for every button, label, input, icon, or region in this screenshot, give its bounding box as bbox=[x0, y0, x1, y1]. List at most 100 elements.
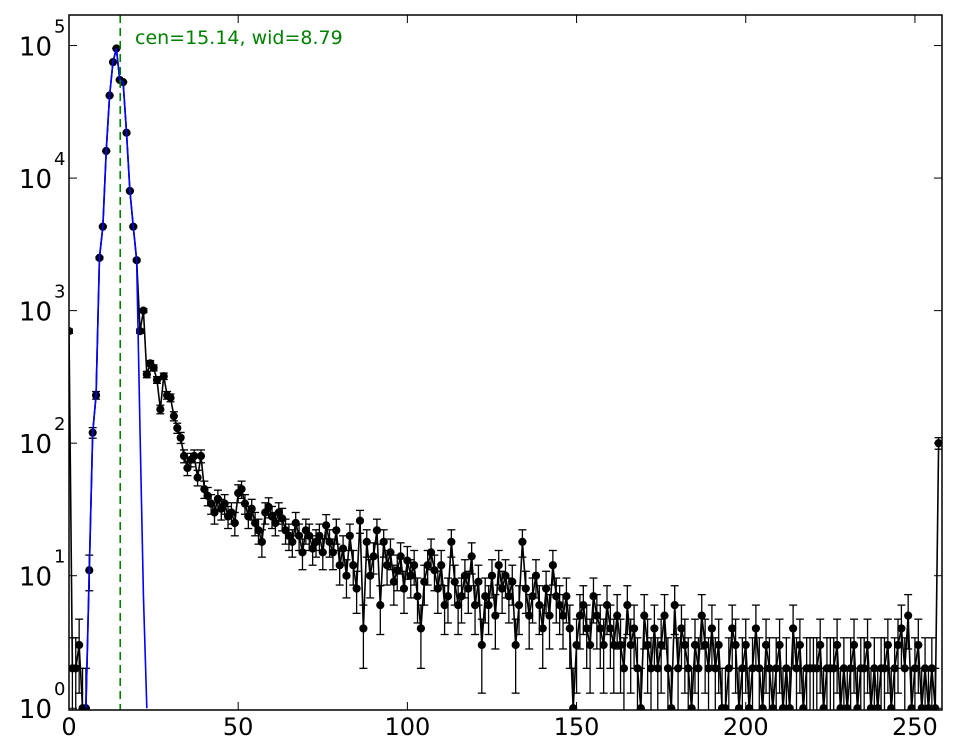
y-tick-label: 10 bbox=[19, 33, 52, 63]
data-point bbox=[494, 561, 503, 570]
data-point bbox=[440, 601, 449, 610]
data-point bbox=[498, 584, 507, 593]
data-point bbox=[910, 664, 920, 673]
x-tick-label: 50 bbox=[223, 713, 254, 741]
data-point bbox=[734, 704, 744, 710]
data-point bbox=[169, 412, 178, 421]
error-bar bbox=[927, 637, 936, 710]
data-point bbox=[782, 664, 791, 673]
error-bar bbox=[765, 637, 774, 710]
data-point bbox=[701, 640, 710, 650]
data-point bbox=[210, 508, 219, 517]
data-point bbox=[606, 624, 615, 633]
data-point bbox=[853, 704, 862, 710]
data-point bbox=[819, 704, 828, 710]
data-point bbox=[251, 518, 260, 528]
data-point bbox=[531, 571, 541, 580]
data-point bbox=[629, 624, 639, 633]
data-point bbox=[318, 548, 327, 557]
axes-frame bbox=[68, 14, 943, 711]
data-point bbox=[860, 664, 869, 673]
data-point bbox=[173, 423, 182, 433]
error-bar bbox=[684, 637, 693, 710]
data-point bbox=[616, 640, 625, 650]
x-tick-label: 0 bbox=[61, 713, 76, 741]
error-bar bbox=[782, 637, 791, 710]
data-point bbox=[406, 571, 415, 580]
data-point bbox=[271, 518, 280, 528]
data-point bbox=[653, 664, 662, 673]
data-point bbox=[244, 512, 253, 521]
y-tick-label: 10 bbox=[19, 695, 52, 725]
data-point bbox=[572, 640, 581, 650]
data-point bbox=[721, 704, 730, 710]
data-point bbox=[426, 548, 436, 557]
data-point bbox=[464, 584, 473, 593]
data-point bbox=[386, 548, 395, 557]
error-bar bbox=[440, 585, 449, 636]
data-point bbox=[650, 624, 659, 633]
data-point bbox=[684, 664, 693, 673]
data-point bbox=[501, 571, 510, 580]
data-point bbox=[728, 624, 737, 633]
data-point bbox=[900, 664, 909, 673]
data-point bbox=[843, 704, 852, 710]
data-point bbox=[589, 592, 598, 601]
x-tick-label: 100 bbox=[384, 713, 430, 741]
data-point bbox=[579, 601, 588, 610]
y-tick-exponent: 1 bbox=[54, 547, 65, 568]
y-tick-exponent: 0 bbox=[54, 679, 65, 700]
data-point bbox=[142, 370, 151, 379]
data-point bbox=[203, 491, 212, 501]
data-point bbox=[230, 518, 239, 528]
data-point bbox=[399, 584, 409, 593]
data-point bbox=[338, 544, 348, 553]
data-point bbox=[758, 704, 767, 710]
error-bar bbox=[890, 637, 899, 710]
data-point bbox=[883, 640, 892, 650]
data-point bbox=[190, 451, 199, 461]
data-point bbox=[633, 664, 642, 673]
data-point bbox=[247, 504, 256, 513]
data-point bbox=[667, 704, 676, 710]
data-point bbox=[880, 664, 889, 673]
data-point bbox=[596, 624, 605, 633]
data-point bbox=[657, 640, 666, 650]
data-point bbox=[294, 531, 304, 540]
error-bar bbox=[894, 618, 903, 694]
data-point bbox=[504, 592, 513, 601]
data-point bbox=[467, 552, 476, 561]
data-point bbox=[887, 704, 896, 710]
data-point bbox=[430, 566, 439, 575]
data-point bbox=[335, 561, 344, 570]
data-point bbox=[288, 537, 297, 546]
data-point bbox=[585, 640, 595, 650]
y-tick-label: 10 bbox=[19, 165, 52, 195]
y-tick-exponent: 5 bbox=[54, 17, 65, 38]
data-point bbox=[166, 393, 175, 402]
data-point bbox=[264, 502, 273, 512]
data-point bbox=[545, 611, 554, 620]
data-point bbox=[491, 611, 500, 620]
data-point bbox=[200, 485, 209, 494]
data-point bbox=[833, 640, 842, 650]
data-point bbox=[176, 433, 185, 442]
data-point bbox=[812, 664, 821, 673]
data-point bbox=[873, 704, 882, 710]
data-point bbox=[849, 640, 859, 650]
data-point bbox=[775, 640, 784, 650]
data-point bbox=[751, 624, 760, 633]
data-point bbox=[267, 512, 277, 521]
data-point bbox=[366, 571, 375, 580]
data-point bbox=[711, 664, 720, 673]
data-point bbox=[582, 624, 591, 633]
data-point bbox=[159, 372, 168, 381]
data-point bbox=[846, 664, 855, 673]
data-point bbox=[511, 640, 520, 650]
data-point bbox=[278, 514, 287, 523]
data-point bbox=[707, 624, 717, 633]
error-bar bbox=[839, 637, 848, 710]
data-point bbox=[376, 601, 385, 610]
data-point bbox=[423, 561, 432, 570]
